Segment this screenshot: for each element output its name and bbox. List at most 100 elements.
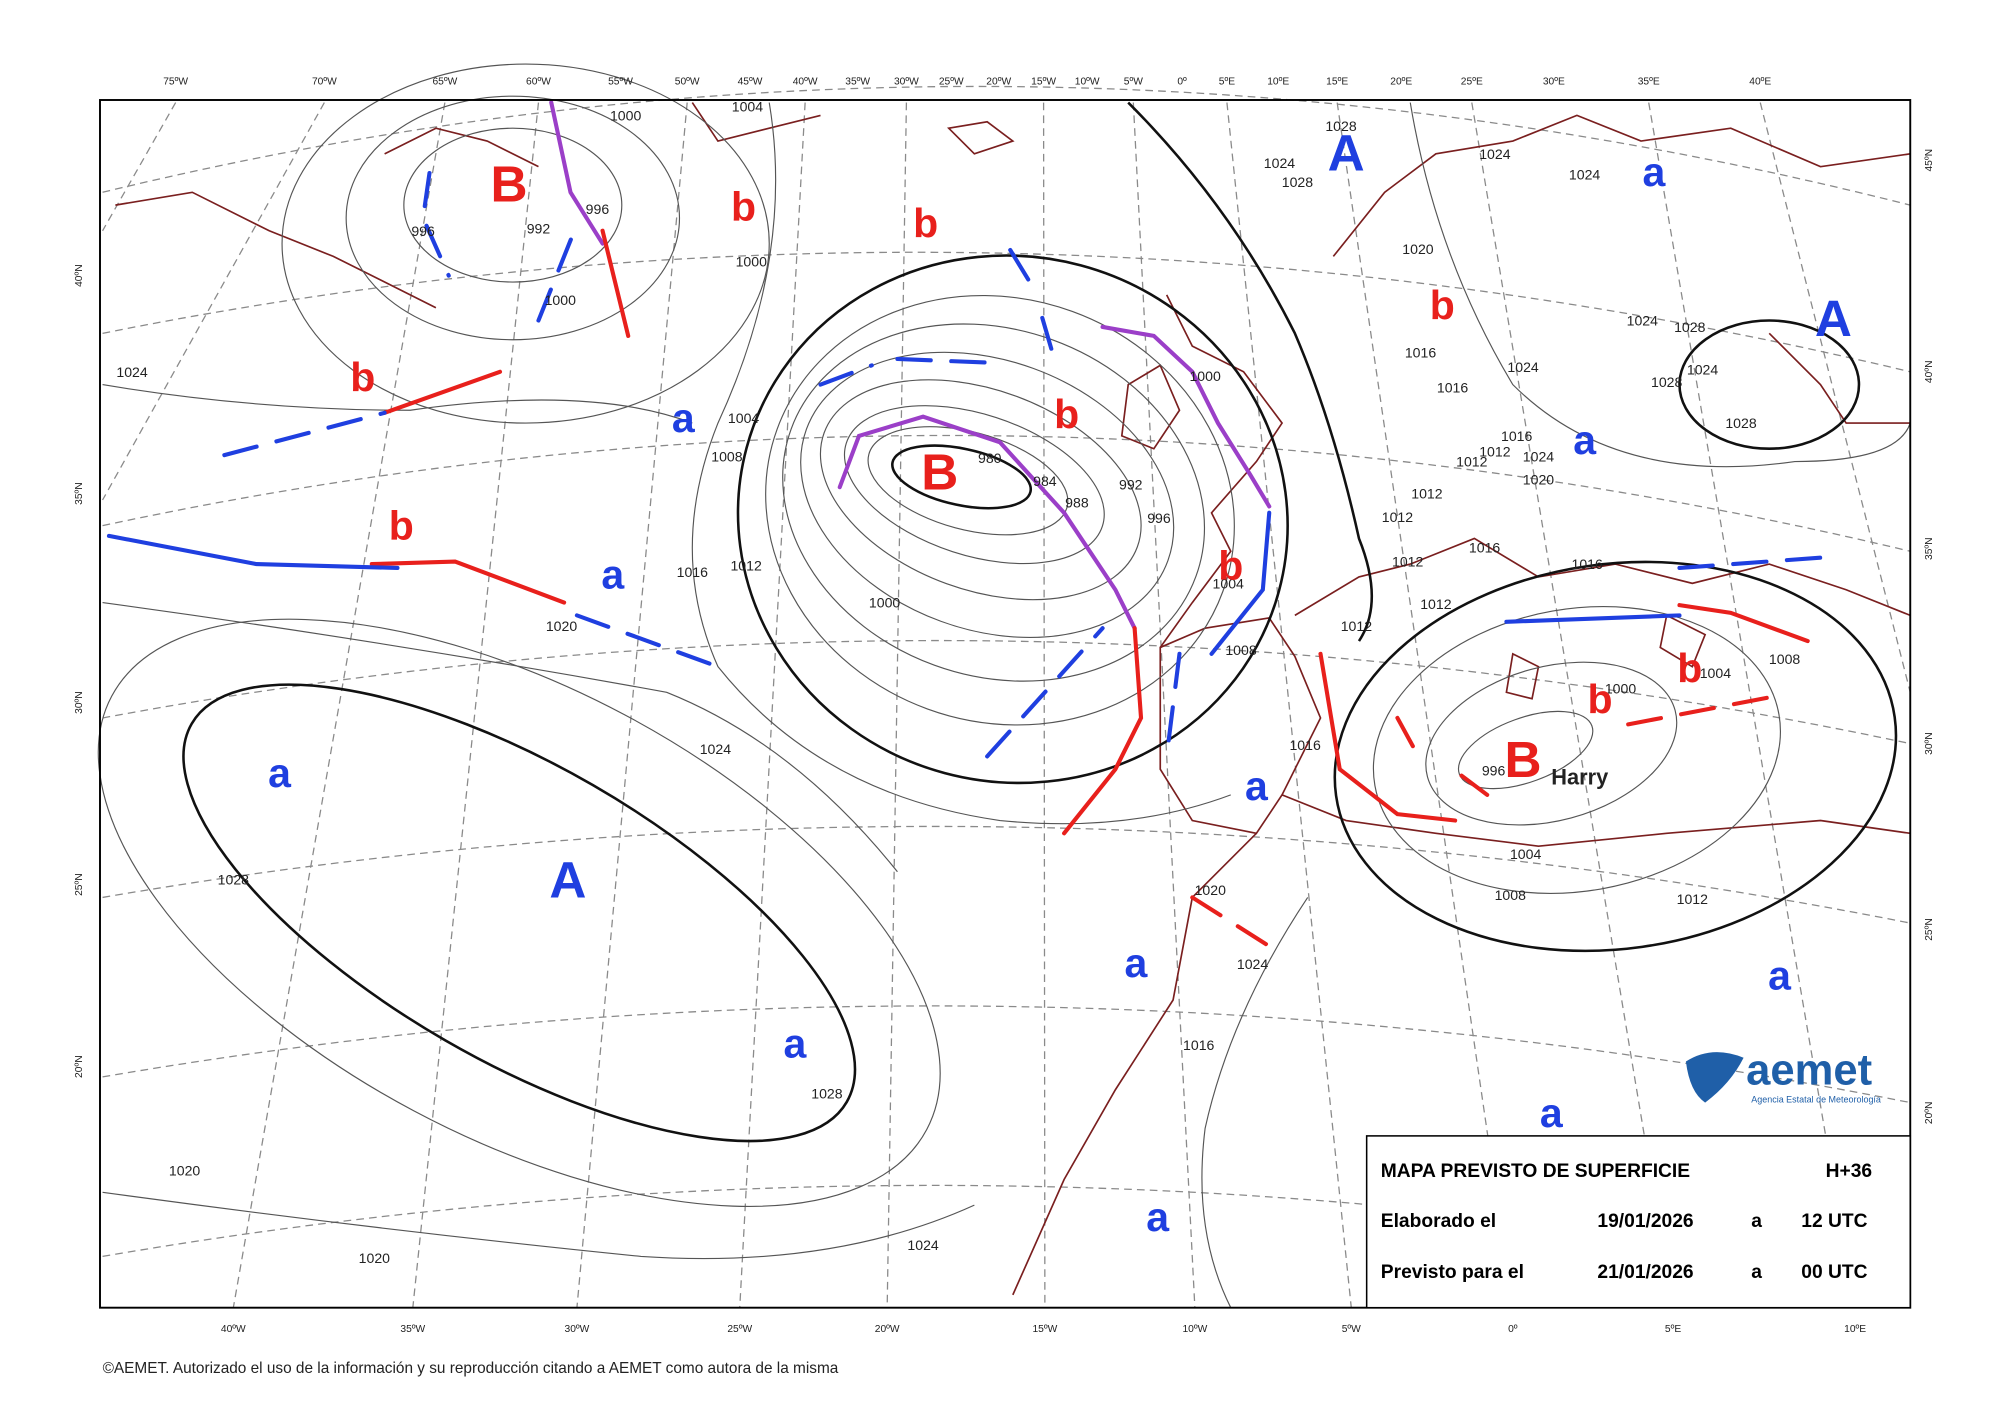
lat-label-left: 25ºN bbox=[74, 873, 85, 896]
isobar-label: 1028 bbox=[1325, 118, 1357, 134]
valid-label: Previsto para el bbox=[1381, 1262, 1524, 1283]
lat-label-left: 20ºN bbox=[74, 1055, 85, 1078]
pressure-center-minor: a bbox=[1124, 940, 1148, 986]
pressure-center-minor: a bbox=[1245, 763, 1269, 809]
isobar-label: 1020 bbox=[546, 618, 578, 634]
lat-label-left: 35ºN bbox=[74, 482, 85, 505]
lon-label-bottom: 40ºW bbox=[221, 1324, 246, 1335]
isobar-label: 1024 bbox=[116, 364, 148, 380]
isobar-label: 984 bbox=[1033, 473, 1057, 489]
isobar-label: 1000 bbox=[869, 595, 901, 611]
info-title: MAPA PREVISTO DE SUPERFICIE bbox=[1381, 1161, 1691, 1182]
isobar-label: 1012 bbox=[1677, 891, 1709, 907]
lon-label-top: 50ºW bbox=[675, 77, 700, 88]
lon-label-top: 20ºW bbox=[986, 77, 1011, 88]
isobar-label: 992 bbox=[527, 220, 551, 236]
lat-label-left: 30ºN bbox=[74, 691, 85, 714]
info-box-frame bbox=[1365, 1135, 1912, 1309]
lon-label-bottom: 30ºW bbox=[565, 1324, 590, 1335]
isobar-label: 980 bbox=[978, 450, 1002, 466]
lon-label-top: 25ºW bbox=[939, 77, 964, 88]
fronts bbox=[106, 100, 1823, 949]
pressure-center-minor: a bbox=[1146, 1194, 1170, 1240]
issued-label: Elaborado el bbox=[1381, 1211, 1496, 1232]
lon-label-top: 35ºE bbox=[1638, 77, 1660, 88]
isobar-label: 1016 bbox=[1571, 556, 1603, 572]
lon-label-top: 15ºE bbox=[1326, 77, 1348, 88]
lat-label-right: 20ºN bbox=[1924, 1102, 1935, 1125]
isobar-label: 1012 bbox=[730, 558, 762, 574]
lon-label-top: 40ºW bbox=[793, 77, 818, 88]
isobar-label: 1012 bbox=[1411, 486, 1443, 502]
map-labels: 75ºW 70ºW 65ºW 60ºW 55ºW 50ºW 45ºW 40ºW 35ºW 30ºW… bbox=[74, 77, 1935, 1335]
pressure-center-minor: a bbox=[672, 395, 696, 441]
lon-label-bottom: 5ºW bbox=[1342, 1324, 1361, 1335]
isobar-label: 1016 bbox=[1183, 1037, 1215, 1053]
pressure-center-minor: b bbox=[731, 184, 756, 230]
isobar-label: 1000 bbox=[1189, 368, 1221, 384]
lon-label-top: 5ºE bbox=[1219, 77, 1235, 88]
pressure-center-minor: b bbox=[389, 503, 414, 549]
isobar-label: 1016 bbox=[1469, 540, 1501, 556]
isobar-label: 1004 bbox=[1213, 575, 1245, 591]
lon-label-top: 55ºW bbox=[608, 77, 633, 88]
pressure-center-major: B bbox=[1505, 731, 1542, 788]
isobar-label: 1024 bbox=[700, 741, 732, 757]
isobar-label: 1028 bbox=[1651, 374, 1683, 390]
isobar-label: 1024 bbox=[1264, 155, 1296, 171]
logo-name: aemet bbox=[1746, 1047, 1872, 1095]
isobar-label: 1012 bbox=[1479, 443, 1511, 459]
isobar-label: 1000 bbox=[610, 108, 642, 124]
isobar-label: 1000 bbox=[1605, 681, 1637, 697]
lon-label-top: 15ºW bbox=[1031, 77, 1056, 88]
lon-label-bottom: 15ºW bbox=[1032, 1324, 1057, 1335]
lat-label-right: 30ºN bbox=[1924, 732, 1935, 755]
isobar-label: 1012 bbox=[1456, 454, 1488, 470]
lon-label-top: 10ºW bbox=[1075, 77, 1100, 88]
isobar-label: 992 bbox=[1119, 477, 1143, 493]
isobar-label: 1004 bbox=[732, 99, 764, 115]
pressure-center-minor: b bbox=[350, 354, 375, 400]
isobar-label: 1004 bbox=[1510, 846, 1542, 862]
issued-at: a bbox=[1751, 1211, 1762, 1232]
isobar-label: 1024 bbox=[1479, 146, 1511, 162]
graticule bbox=[102, 85, 1911, 1308]
info-box: MAPA PREVISTO DE SUPERFICIE H+36 Elabora… bbox=[1365, 1135, 1912, 1309]
lon-label-top: 70ºW bbox=[312, 77, 337, 88]
issued-date: 19/01/2026 bbox=[1597, 1211, 1693, 1232]
isobar-label: 1012 bbox=[1392, 554, 1424, 570]
footer: ©AEMET. Autorizado el uso de la informac… bbox=[103, 1360, 839, 1377]
isobar-label: 1016 bbox=[677, 564, 709, 580]
isobar-label: 1024 bbox=[1569, 166, 1601, 182]
isobar-label: 1008 bbox=[1495, 887, 1527, 903]
lat-label-right: 40ºN bbox=[1924, 361, 1935, 384]
lon-label-bottom: 25ºW bbox=[727, 1324, 752, 1335]
logo-agency: Agencia Estatal de Meteorología bbox=[1751, 1095, 1881, 1105]
lon-label-top: 45ºW bbox=[738, 77, 763, 88]
lon-label-bottom: 10ºE bbox=[1844, 1324, 1866, 1335]
pressure-center-major: A bbox=[1328, 125, 1365, 182]
lon-label-top: 40ºE bbox=[1749, 77, 1771, 88]
isobar-label: 1016 bbox=[1289, 737, 1321, 753]
isobar-label: 1024 bbox=[1507, 359, 1539, 375]
lat-label-right: 45ºN bbox=[1924, 149, 1935, 172]
lat-label-right: 25ºN bbox=[1924, 918, 1935, 941]
lon-label-top: 20ºE bbox=[1390, 77, 1412, 88]
pressure-center-minor: b bbox=[913, 200, 938, 246]
isobar-label: 1008 bbox=[1225, 642, 1257, 658]
lon-label-top: 25ºE bbox=[1461, 77, 1483, 88]
pressure-center-minor: b bbox=[1054, 391, 1079, 437]
lon-label-top: 0º bbox=[1177, 77, 1187, 88]
isobar-label: 1016 bbox=[1405, 345, 1437, 361]
isobar-label: 1012 bbox=[1341, 618, 1373, 634]
lon-label-bottom: 10ºW bbox=[1182, 1324, 1207, 1335]
pressure-center-major: B bbox=[490, 155, 527, 212]
lon-label-top: 60ºW bbox=[526, 77, 551, 88]
pressure-center-minor: a bbox=[783, 1021, 807, 1067]
logo-icon bbox=[1685, 1052, 1744, 1103]
pressure-center-minor: b bbox=[1587, 676, 1612, 722]
isobar-label: 1012 bbox=[1382, 509, 1414, 525]
isobar-label: 1008 bbox=[711, 449, 743, 465]
